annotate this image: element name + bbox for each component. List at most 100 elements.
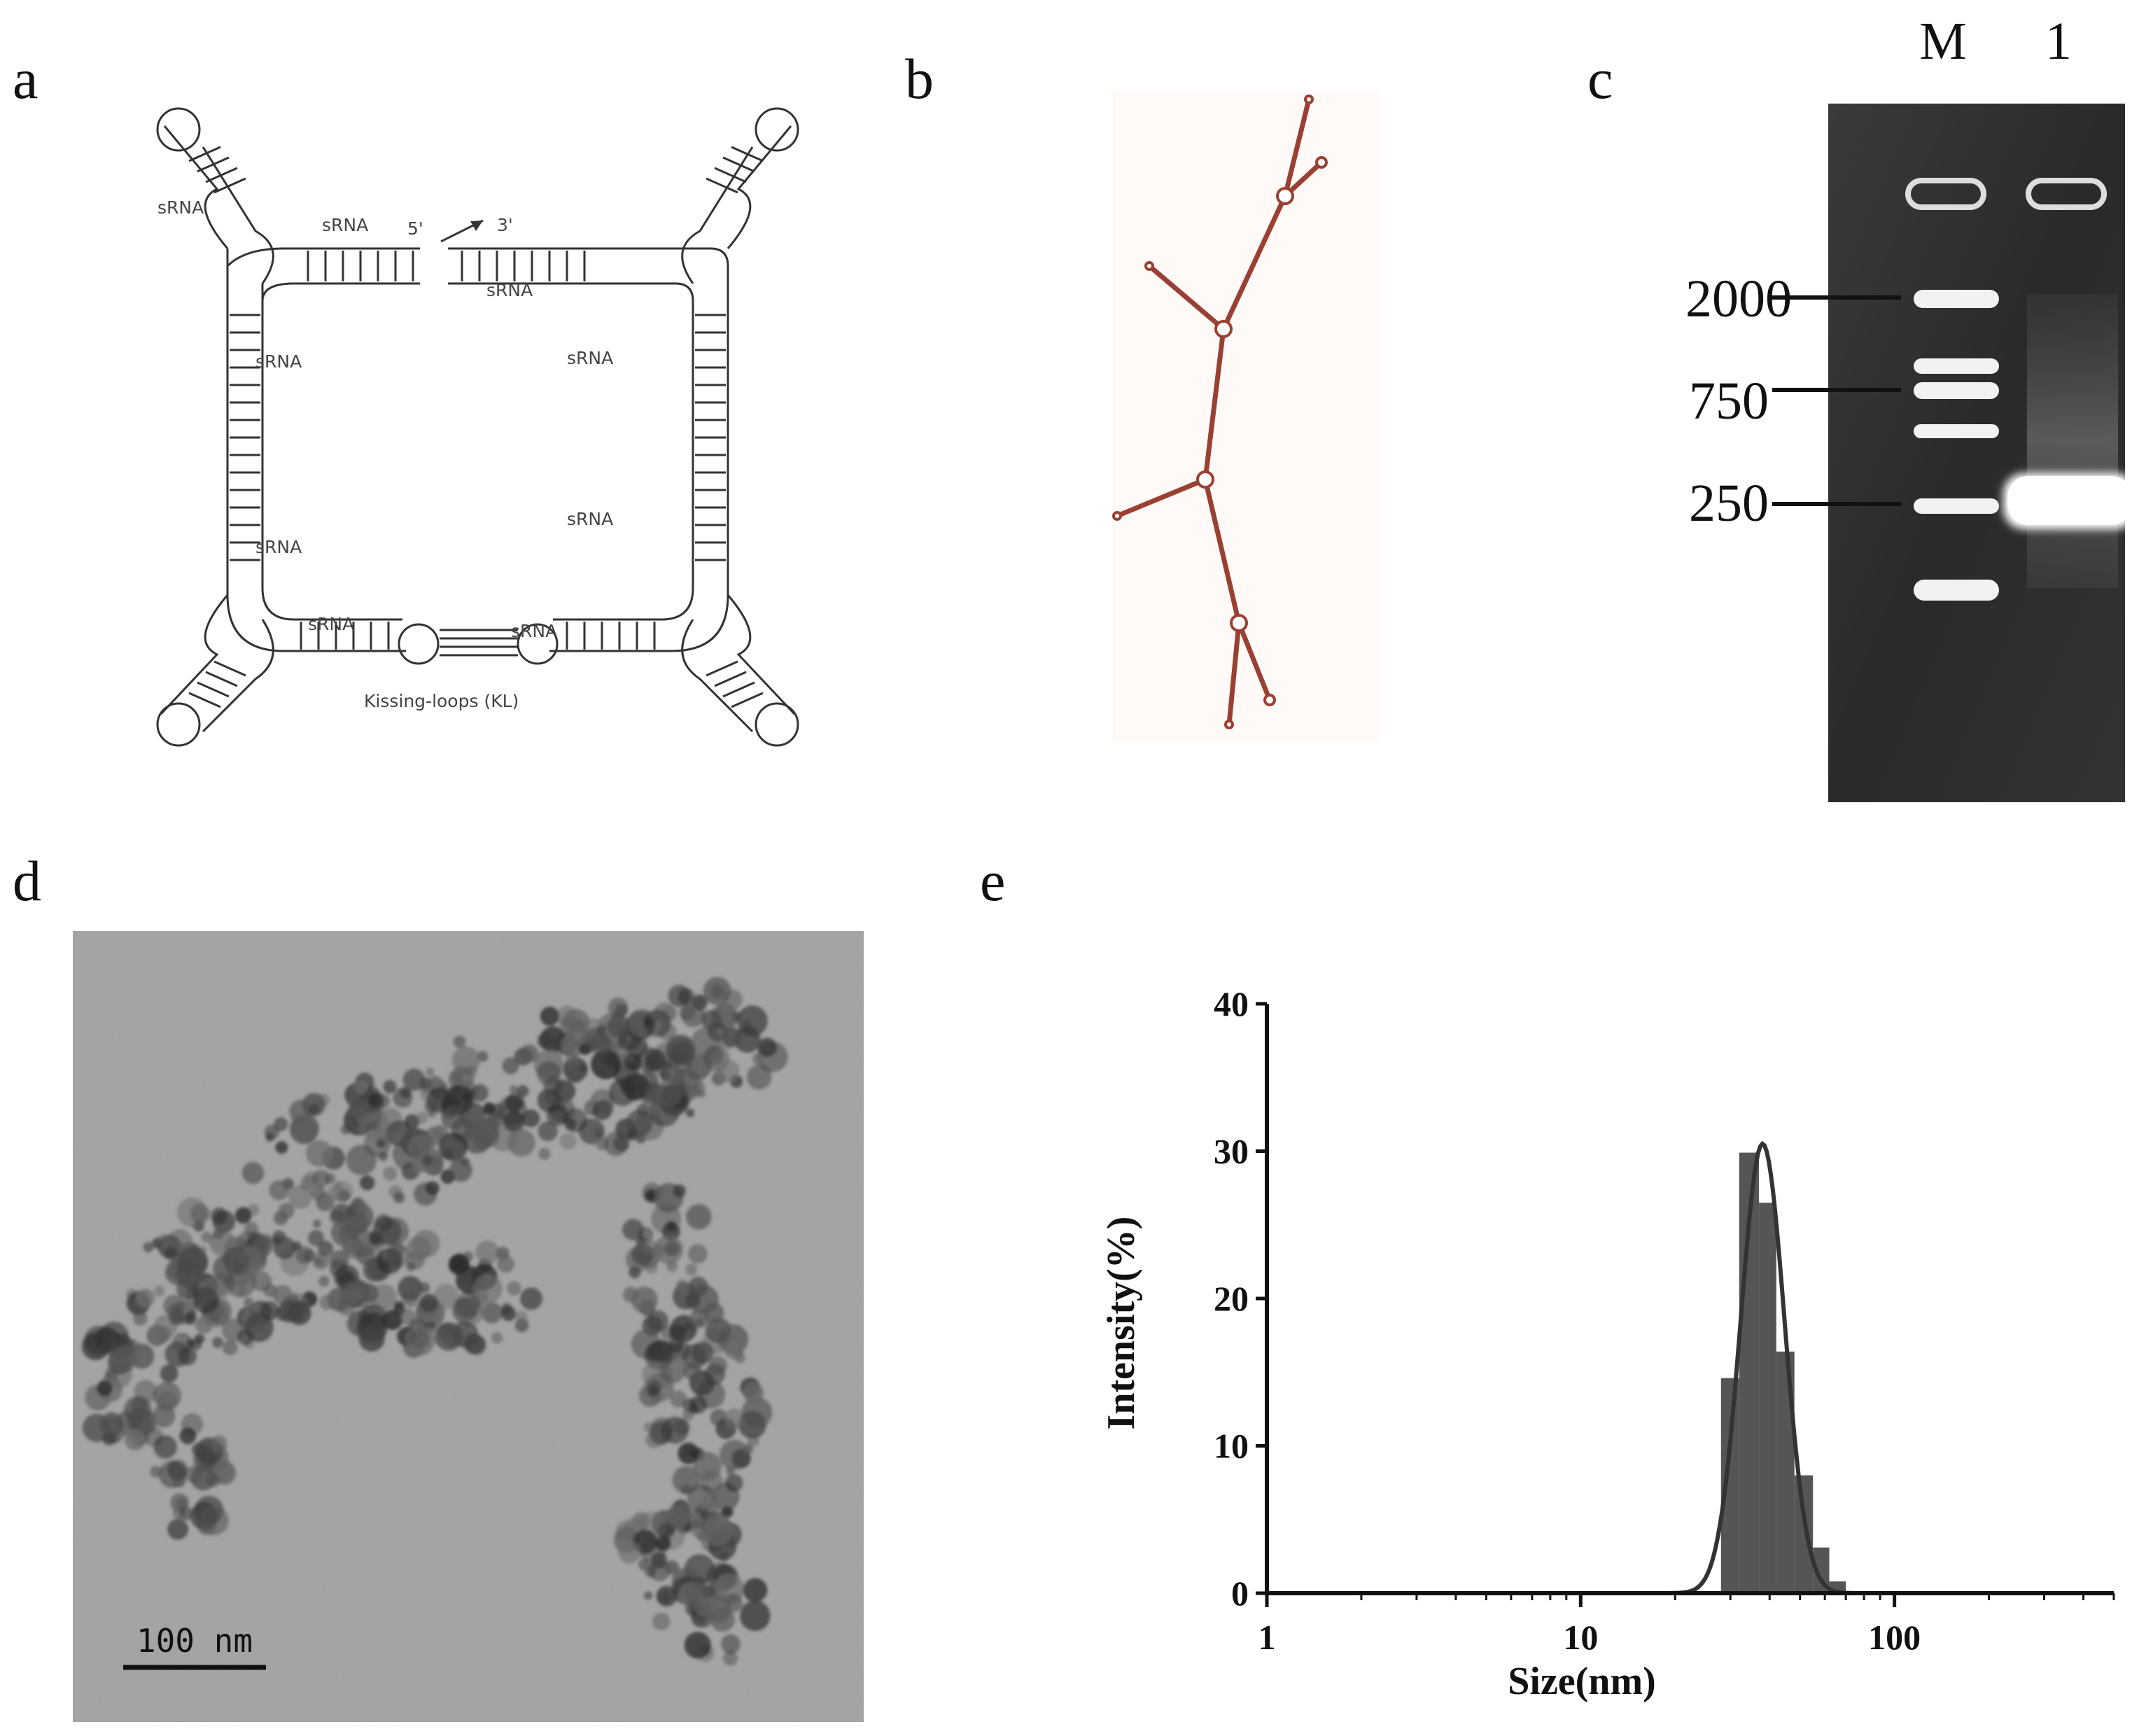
- nanoparticle: [195, 1315, 213, 1334]
- nanoparticle: [359, 1175, 375, 1191]
- marker-band-2000: [1914, 290, 1999, 308]
- kissing-loops-label: Kissing-loops (KL): [364, 691, 519, 711]
- nanoparticle: [314, 1257, 323, 1266]
- nanoparticle: [708, 1356, 727, 1376]
- nanoparticle: [153, 1381, 182, 1410]
- nanoparticle: [190, 1338, 202, 1351]
- nanoparticle: [244, 1297, 254, 1308]
- nanoparticle: [725, 1466, 735, 1476]
- srna-label-left-lower: sRNA: [255, 537, 302, 557]
- nanoparticle: [521, 1048, 535, 1062]
- nanoparticle: [589, 1032, 612, 1055]
- nanoparticle: [383, 1080, 397, 1093]
- nanoparticle: [669, 1324, 685, 1340]
- histogram-bar: [1794, 1475, 1814, 1593]
- y-axis-title: Intensity(%): [1100, 1217, 1143, 1430]
- nanoparticle: [666, 1260, 678, 1272]
- nanoparticle: [664, 1506, 687, 1530]
- nanoparticle: [563, 1108, 588, 1133]
- three-prime-label: 3': [497, 215, 513, 235]
- nanoparticle: [654, 1235, 683, 1264]
- panel-a-rna-diagram: sRNA sRNA sRNA sRNA sRNA sRNA sRNA sRNA …: [156, 107, 799, 747]
- branch-tip: [1263, 694, 1276, 706]
- nanoparticle: [389, 1242, 405, 1257]
- nanoparticle: [421, 1155, 433, 1166]
- nanoparticle: [746, 1064, 772, 1090]
- nanoparticle: [133, 1311, 148, 1326]
- scale-bar-label: 100 nm: [136, 1622, 253, 1660]
- nanoparticle: [502, 1057, 519, 1074]
- nanoparticle: [465, 1065, 477, 1078]
- nanoparticle: [724, 1474, 743, 1492]
- nanoparticle: [688, 1276, 708, 1297]
- nanoparticle: [475, 1240, 500, 1264]
- nanoparticle: [643, 1009, 671, 1037]
- nanoparticle: [642, 1239, 658, 1256]
- nanoparticle: [603, 1132, 628, 1156]
- nanoparticle: [84, 1326, 113, 1355]
- branch-tip: [1112, 511, 1122, 521]
- nanoparticle: [339, 1280, 364, 1306]
- nanoparticle: [629, 1266, 641, 1279]
- well-sample: [2026, 178, 2107, 210]
- nanoparticle: [223, 1340, 238, 1355]
- nanoparticle: [455, 1292, 481, 1318]
- lane-label-marker: M: [1919, 12, 1967, 71]
- nanoparticle: [710, 1409, 727, 1427]
- srna-label-bottom-right: sRNA: [511, 621, 557, 641]
- nanoparticle: [645, 1261, 658, 1274]
- x-tick-label: 1: [1258, 1618, 1276, 1657]
- branch-tip: [1315, 156, 1328, 169]
- nanoparticle: [684, 1632, 711, 1659]
- nanoparticle: [658, 1522, 675, 1539]
- nanoparticle: [176, 1497, 188, 1509]
- nanoparticle: [721, 1634, 741, 1654]
- nanoparticle: [237, 1287, 247, 1297]
- nanoparticle: [346, 1144, 377, 1175]
- nanoparticle: [705, 1317, 731, 1343]
- nanoparticle: [491, 1331, 503, 1344]
- histogram-bar: [1813, 1547, 1830, 1593]
- nanoparticle: [368, 1231, 383, 1245]
- nanoparticle: [184, 1313, 196, 1325]
- srna-label-top-left: sRNA: [322, 215, 368, 235]
- nanoparticle: [672, 1466, 701, 1494]
- nanoparticle: [355, 1081, 368, 1095]
- nanoparticle: [686, 1204, 712, 1230]
- nanoparticle: [473, 1274, 503, 1303]
- nanoparticle: [685, 1264, 698, 1276]
- branch-node: [1196, 470, 1214, 489]
- y-tick-label: 20: [1214, 1279, 1249, 1318]
- nanoparticle: [244, 1222, 259, 1236]
- nanoparticle: [678, 1442, 699, 1464]
- nanoparticle: [743, 1444, 753, 1455]
- nanoparticle: [685, 1054, 712, 1080]
- nanoparticle: [501, 1306, 517, 1322]
- lane-label-sample: 1: [2045, 12, 2072, 71]
- nanoparticle: [670, 1390, 687, 1408]
- nanoparticle: [481, 1301, 503, 1324]
- nanoparticle: [683, 1362, 701, 1380]
- nanoparticle: [412, 1229, 440, 1258]
- nanoparticle: [520, 1287, 543, 1310]
- nanoparticle: [685, 1293, 701, 1309]
- nanoparticle: [538, 1032, 555, 1050]
- nanoparticle: [690, 1520, 701, 1530]
- srna-label-bottom-left: sRNA: [308, 614, 354, 634]
- nanoparticle: [540, 1007, 560, 1026]
- nanoparticle: [329, 1250, 349, 1270]
- panel-b-branch-structure: [1112, 91, 1379, 742]
- nanoparticle: [664, 1560, 680, 1575]
- sample-band: [2007, 476, 2132, 525]
- nanoparticle: [441, 1105, 465, 1130]
- nanoparticle: [470, 1084, 489, 1102]
- nanoparticle: [160, 1364, 178, 1382]
- nanoparticle: [429, 1075, 442, 1088]
- nanoparticle: [643, 1422, 654, 1432]
- nanoparticle: [274, 1116, 288, 1131]
- nanoparticle: [703, 1516, 733, 1546]
- nanoparticle: [155, 1326, 171, 1343]
- branch-node: [1214, 320, 1233, 338]
- five-prime-label: 5': [407, 218, 423, 239]
- nanoparticle: [125, 1429, 146, 1450]
